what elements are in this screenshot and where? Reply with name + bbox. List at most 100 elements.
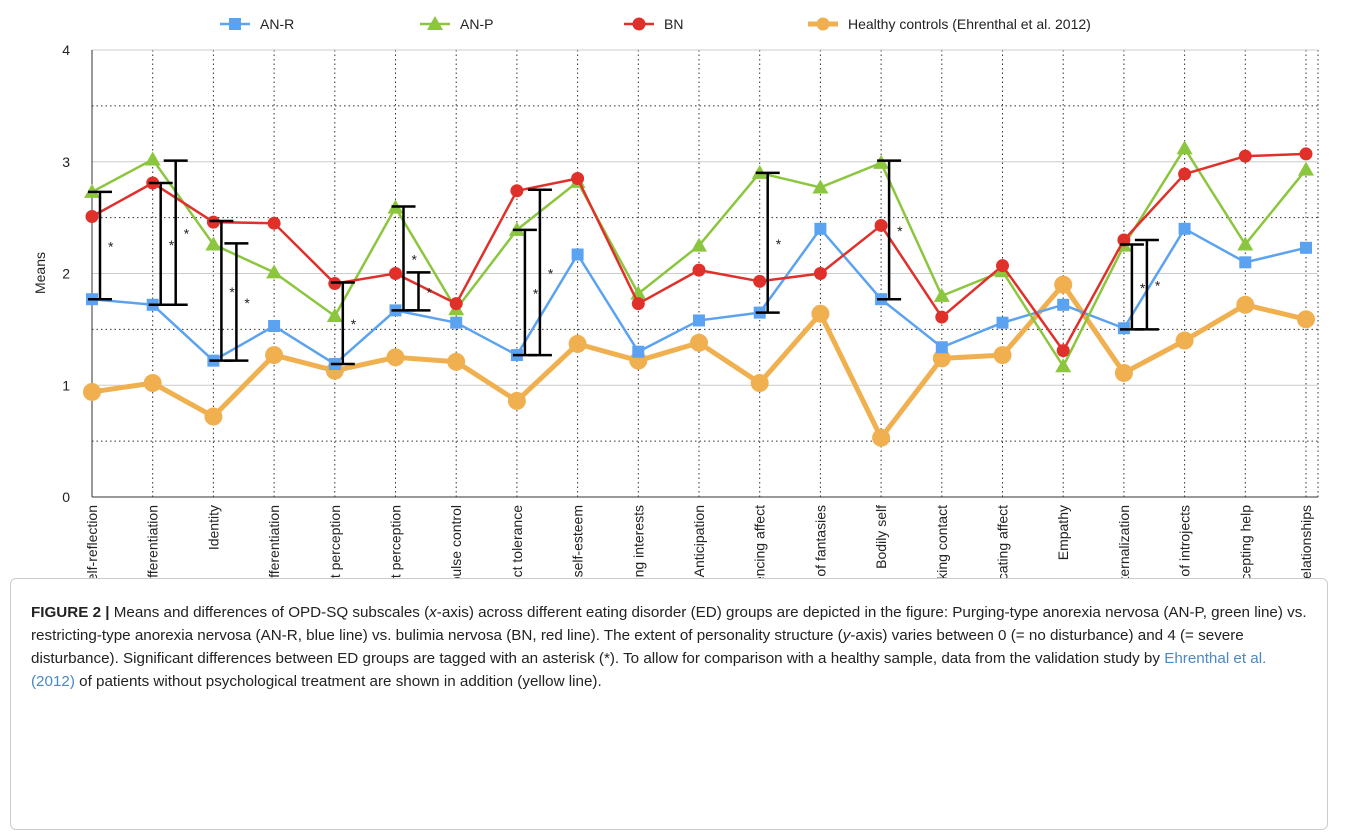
marker: [1176, 140, 1193, 155]
caption-link[interactable]: Ehrenthal et al. (2012): [31, 650, 1267, 690]
x-tick-label: Empathy: [1055, 505, 1071, 560]
significance-label: *: [1155, 278, 1161, 294]
marker: [1178, 167, 1192, 181]
marker: [750, 374, 769, 393]
caption-normal: -axis) varies between 0 (= no disturbanc…: [31, 627, 1244, 667]
marker: [813, 267, 827, 280]
marker: [996, 316, 1009, 329]
marker: [447, 352, 466, 371]
marker: [568, 334, 587, 353]
marker: [753, 274, 767, 288]
marker: [268, 320, 281, 333]
marker: [229, 18, 241, 30]
marker: [935, 341, 948, 354]
marker: [874, 218, 888, 232]
caption-normal: Means and differences of OPD-SQ subscale…: [109, 604, 430, 621]
marker: [812, 179, 829, 194]
legend-item: AN-R: [220, 16, 294, 32]
legend-item: AN-P: [420, 16, 493, 32]
significance-label: *: [776, 236, 782, 252]
significance-label: *: [108, 239, 114, 255]
marker: [816, 17, 830, 31]
marker: [996, 259, 1009, 273]
marker: [326, 307, 343, 322]
marker: [1237, 236, 1254, 251]
significance-label: *: [897, 223, 903, 239]
significance-label: *: [548, 265, 554, 281]
caption-italic: y: [842, 627, 851, 644]
significance-bracket: *: [1134, 238, 1161, 331]
x-tick-label: Use of introjects: [1177, 505, 1193, 578]
marker: [811, 304, 830, 323]
significance-bracket: *: [330, 281, 357, 366]
y-tick-label: 1: [62, 377, 70, 393]
significance-bracket: *: [527, 188, 554, 357]
marker: [932, 349, 951, 368]
significance-bracket: *: [877, 159, 903, 301]
marker: [690, 333, 708, 352]
marker: [389, 267, 402, 280]
marker: [83, 382, 101, 401]
legend-item: BN: [624, 16, 683, 32]
marker: [1175, 331, 1194, 350]
x-tick-label: Balancing interests: [630, 505, 646, 578]
legend-label: AN-P: [460, 16, 493, 32]
marker: [1054, 275, 1073, 294]
marker: [571, 248, 584, 261]
y-tick-label: 0: [62, 489, 70, 505]
significance-bracket: *: [755, 171, 782, 314]
y-tick-label: 2: [62, 266, 70, 282]
x-tick-label: Making contact: [934, 505, 950, 578]
x-tick-label: Bodily self: [873, 505, 889, 569]
caption-normal: -axis) across different eating disorder …: [31, 604, 1307, 644]
x-tick-label: Self-reflection: [84, 505, 100, 578]
marker: [693, 314, 705, 327]
marker: [449, 297, 463, 311]
caption-normal: of patients without psychological treatm…: [74, 673, 602, 690]
x-tick-label: Regulation of self-esteem: [570, 505, 586, 578]
y-tick-label: 4: [62, 42, 70, 58]
y-tick-label: 3: [62, 154, 70, 170]
marker: [632, 345, 645, 358]
legend-label: AN-R: [260, 16, 294, 32]
marker: [1299, 147, 1313, 161]
marker: [507, 391, 526, 410]
marker: [204, 407, 223, 426]
significance-bracket: *: [88, 190, 114, 301]
x-tick-label: Whole object perception: [327, 505, 343, 578]
marker: [691, 237, 707, 252]
marker: [1297, 310, 1315, 329]
chart: Means 0 1 2 3 4 Self-reflection Affect differe…: [32, 16, 1319, 578]
series: [85, 147, 1313, 358]
x-tick-label: Impulse control: [448, 505, 464, 578]
marker: [1236, 295, 1255, 314]
caption-bold: FIGURE 2 |: [31, 604, 110, 621]
marker: [267, 216, 281, 230]
x-tick-label: Realistic object perception: [388, 505, 404, 578]
marker: [935, 310, 949, 324]
x-tick-label: Self–object differentiation: [266, 505, 282, 578]
marker: [1178, 222, 1191, 235]
significance-label: *: [169, 237, 175, 253]
x-tick-label: Communicating affect: [995, 505, 1011, 578]
significance-label: *: [184, 226, 190, 242]
marker: [631, 297, 645, 311]
marker: [993, 346, 1012, 365]
marker: [1298, 161, 1314, 176]
significance-bracket: *: [406, 271, 433, 312]
marker: [872, 428, 891, 447]
marker: [933, 287, 950, 302]
significance-bracket: *: [163, 159, 190, 307]
marker: [632, 17, 646, 31]
marker: [1057, 298, 1070, 311]
significance-label: *: [412, 251, 418, 267]
marker: [510, 184, 524, 198]
marker: [1239, 256, 1252, 269]
significance-label: *: [427, 284, 433, 300]
significance-label: *: [229, 284, 235, 300]
x-tick-label: Affect differentiation: [145, 505, 161, 578]
marker: [205, 236, 222, 251]
marker: [1300, 241, 1312, 254]
x-tick-label: Identity: [205, 505, 221, 550]
